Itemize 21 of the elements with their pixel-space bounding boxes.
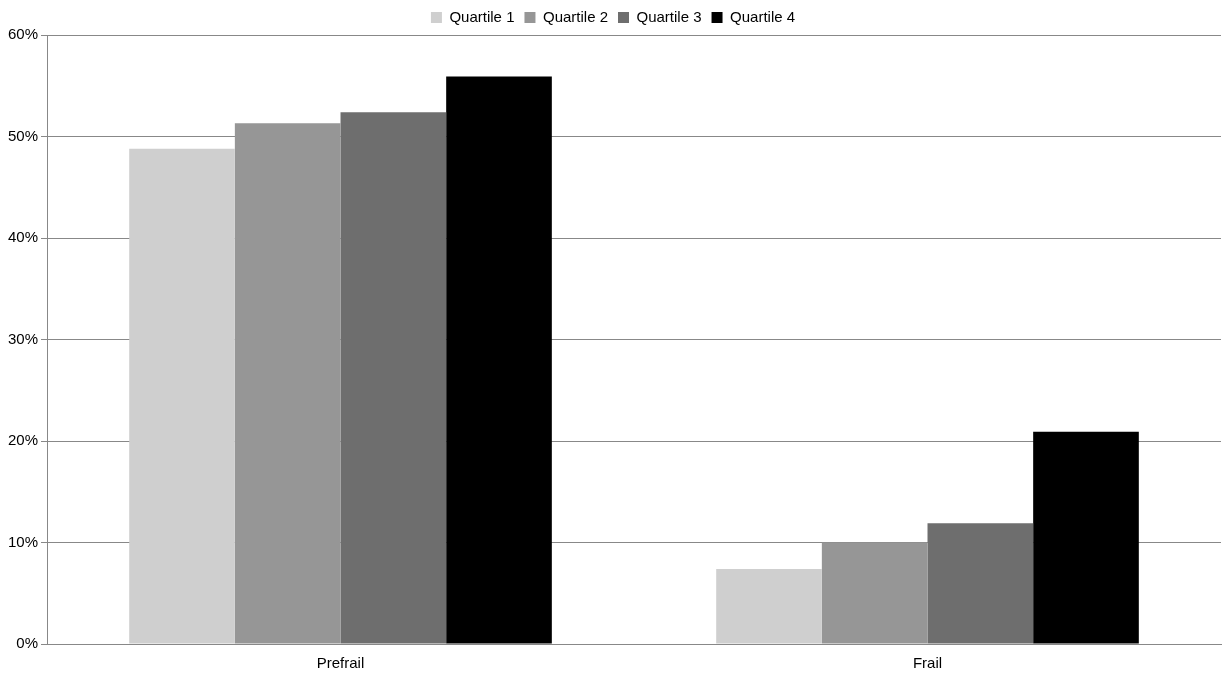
bar <box>340 112 447 644</box>
bar <box>446 76 552 644</box>
y-tick-label: 50% <box>7 126 39 144</box>
y-tick-label: 40% <box>7 228 39 246</box>
y-tick-label: 60% <box>7 25 39 43</box>
bar <box>129 148 235 644</box>
bar <box>716 568 822 644</box>
x-tick-label: Prefrail <box>316 654 365 672</box>
bar <box>821 542 928 644</box>
y-tick-label: 30% <box>7 329 39 347</box>
y-tick-label: 10% <box>7 532 39 550</box>
legend-label: Quartile 4 <box>730 7 796 25</box>
legend-label: Quartile 1 <box>449 7 515 25</box>
y-tick-label: 0% <box>16 634 39 652</box>
legend-label: Quartile 2 <box>542 7 609 25</box>
legend-label: Quartile 3 <box>636 7 702 25</box>
x-tick-label: Frail <box>912 654 943 672</box>
bar <box>927 523 1034 644</box>
bar <box>1033 431 1139 644</box>
y-tick-label: 20% <box>7 431 39 449</box>
bar <box>234 123 341 644</box>
